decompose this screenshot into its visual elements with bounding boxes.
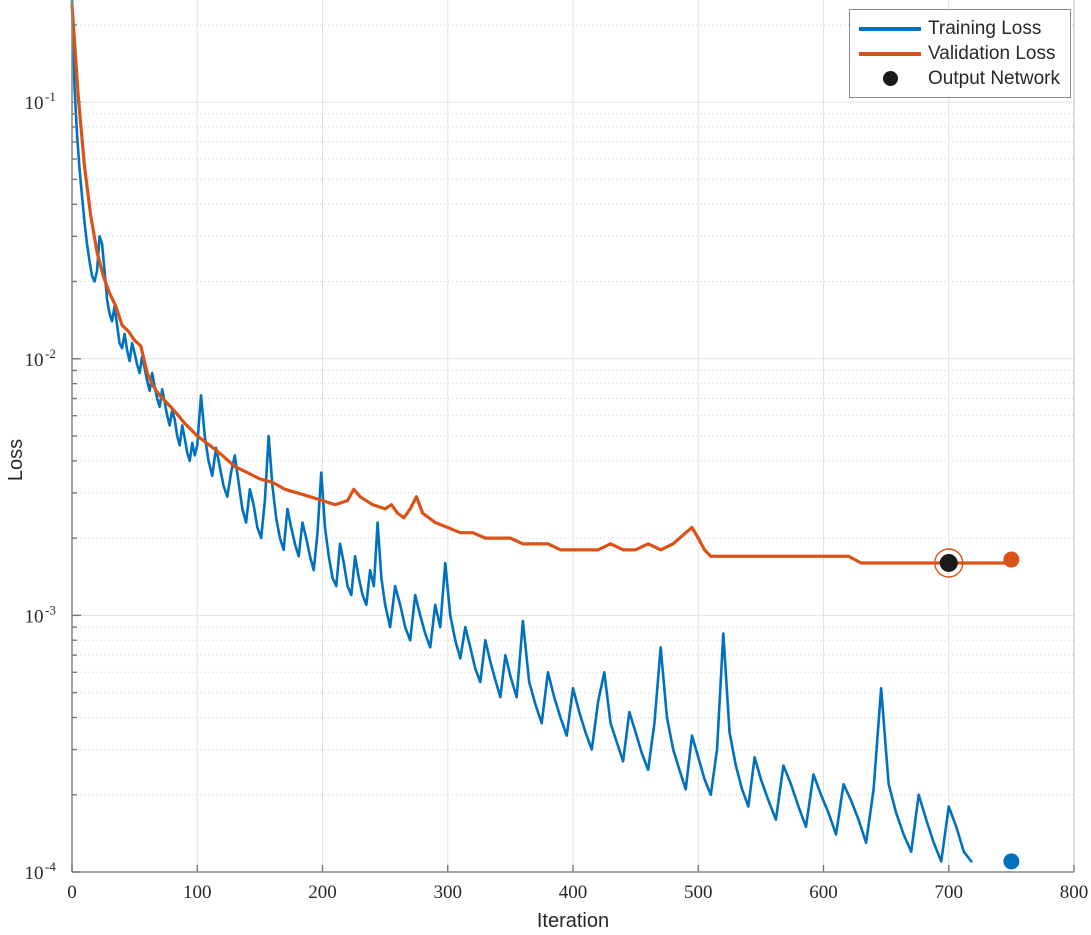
legend-label-validation-loss: Validation Loss [928, 42, 1056, 64]
y-tick-label: 10 -3 [25, 602, 56, 627]
x-tick-label: 0 [67, 882, 77, 903]
svg-text:10: 10 [25, 350, 44, 371]
x-tick-label: 200 [308, 882, 337, 903]
x-tick-label: 400 [559, 882, 588, 903]
legend-label-training-loss: Training Loss [928, 17, 1042, 39]
legend-item-validation-loss[interactable]: Validation Loss [858, 41, 1060, 66]
x-tick-label: 800 [1060, 882, 1089, 903]
y-tick-labels: 10-110-210-310-4 [25, 89, 57, 884]
legend-item-output-network[interactable]: Output Network [858, 66, 1060, 91]
series-line-validation-loss [70, 2, 1013, 565]
series-line-training-loss [70, 0, 973, 863]
series-endpoint-training-loss [1003, 853, 1020, 870]
series-layer [70, 0, 1020, 870]
y-tick-label: 10 -4 [25, 859, 57, 884]
svg-text:-3: -3 [45, 602, 56, 617]
output-network-marker [939, 553, 958, 572]
x-tick-label: 700 [935, 882, 964, 903]
x-tick-label: 300 [434, 882, 463, 903]
x-tick-label: 100 [183, 882, 212, 903]
legend-key-line-validation [858, 51, 922, 56]
legend-key-line-training [858, 26, 922, 31]
x-tick-labels: 0 100 200 300 400 500 600 700 800 [67, 882, 1088, 903]
output-network-marker-ring [934, 548, 964, 578]
legend-item-training-loss[interactable]: Training Loss [858, 16, 1060, 41]
y-axis-title: Loss [5, 439, 27, 481]
svg-text:-1: -1 [45, 89, 56, 104]
legend-key-dot-output-network [858, 71, 922, 86]
svg-text:10: 10 [25, 863, 44, 884]
svg-text:10: 10 [25, 93, 44, 114]
svg-text:-4: -4 [45, 859, 56, 874]
x-tick-label: 500 [684, 882, 713, 903]
chart-legend[interactable]: Training Loss Validation Loss Output Net… [849, 9, 1071, 98]
series-endpoint-validation-loss [1003, 551, 1020, 568]
marker-layer [934, 548, 964, 578]
y-tick-label: 10 -1 [25, 89, 56, 114]
x-axis-title: Iteration [537, 910, 609, 932]
legend-label-output-network: Output Network [928, 67, 1060, 89]
svg-text:10: 10 [25, 606, 44, 627]
svg-text:-2: -2 [45, 346, 56, 361]
tick-marks [71, 24, 1075, 873]
major-gridlines [71, 0, 1075, 873]
x-tick-label: 600 [809, 882, 838, 903]
y-tick-label: 10 -2 [25, 346, 56, 371]
